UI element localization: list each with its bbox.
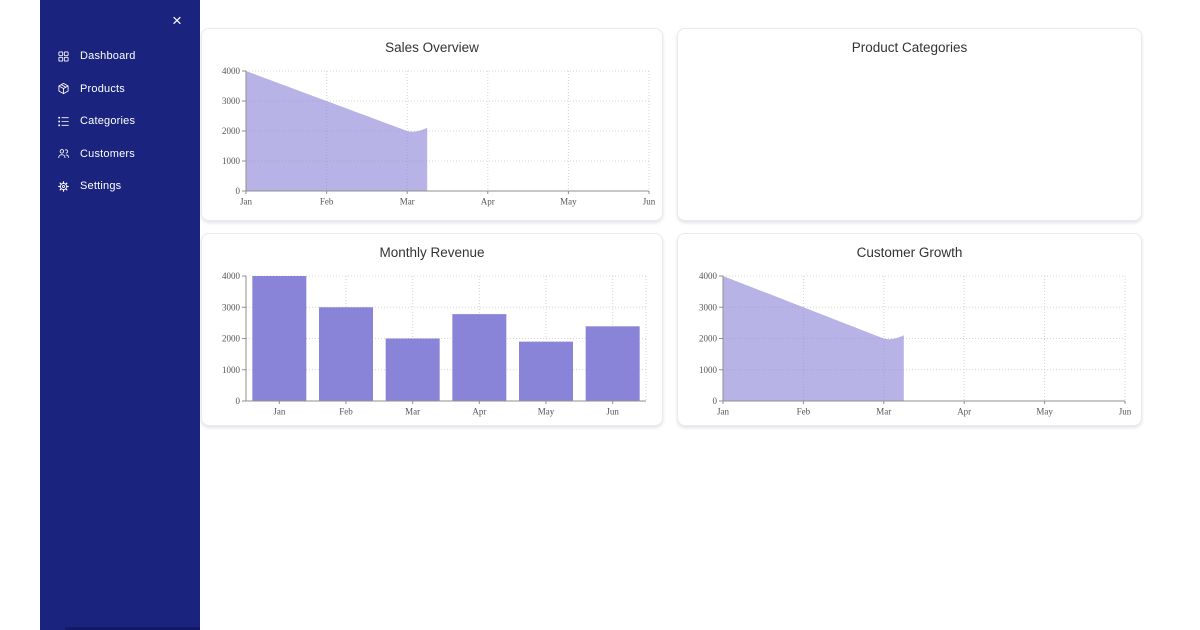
svg-text:4000: 4000 xyxy=(699,271,718,281)
svg-text:Apr: Apr xyxy=(472,407,486,417)
svg-text:1000: 1000 xyxy=(222,365,241,375)
card-title: Sales Overview xyxy=(385,40,479,55)
sidebar-item-label: Categories xyxy=(80,115,136,128)
svg-text:1000: 1000 xyxy=(699,365,718,375)
svg-text:4000: 4000 xyxy=(222,271,241,281)
svg-text:Jun: Jun xyxy=(606,407,619,417)
card-sales-overview: Sales Overview 0 1000 2000 3000 4000 Jan Feb Ma… xyxy=(201,28,663,221)
product-categories-chart xyxy=(678,29,1141,220)
svg-text:0: 0 xyxy=(236,396,241,406)
svg-text:3000: 3000 xyxy=(222,302,241,312)
svg-text:May: May xyxy=(1036,407,1053,417)
sidebar-item-customers[interactable]: Customers xyxy=(40,138,200,171)
sidebar-item-categories[interactable]: Categories xyxy=(40,105,200,138)
sidebar: × Dashboard Products xyxy=(40,0,200,630)
svg-text:Apr: Apr xyxy=(481,197,495,207)
svg-text:1000: 1000 xyxy=(222,156,241,166)
svg-text:Apr: Apr xyxy=(957,407,971,417)
close-icon: × xyxy=(172,11,182,30)
card-title: Monthly Revenue xyxy=(379,245,485,260)
svg-text:2000: 2000 xyxy=(222,126,241,136)
svg-text:0: 0 xyxy=(236,186,241,196)
sidebar-nav: Dashboard Products Categories xyxy=(40,40,200,203)
svg-text:Mar: Mar xyxy=(876,407,891,417)
sidebar-item-label: Dashboard xyxy=(80,50,136,63)
svg-text:Jun: Jun xyxy=(1119,407,1132,417)
sidebar-scrollbar[interactable] xyxy=(65,627,200,630)
svg-text:3000: 3000 xyxy=(222,96,241,106)
sidebar-item-dashboard[interactable]: Dashboard xyxy=(40,40,200,73)
svg-text:Jan: Jan xyxy=(273,407,285,417)
sidebar-item-label: Settings xyxy=(80,180,122,193)
svg-text:Jan: Jan xyxy=(240,197,252,207)
svg-text:4000: 4000 xyxy=(222,66,241,76)
svg-text:May: May xyxy=(538,407,555,417)
sidebar-item-settings[interactable]: Settings xyxy=(40,170,200,203)
dashboard-grid-icon xyxy=(58,51,69,62)
close-sidebar-button[interactable]: × xyxy=(165,9,189,33)
svg-text:Jan: Jan xyxy=(717,407,729,417)
sales-overview-area-chart: 0 1000 2000 3000 4000 Jan Feb Mar Apr May Jun xyxy=(222,66,656,207)
svg-text:Jun: Jun xyxy=(643,197,656,207)
svg-text:2000: 2000 xyxy=(699,334,718,344)
sidebar-item-products[interactable]: Products xyxy=(40,73,200,106)
people-icon xyxy=(58,149,69,159)
monthly-revenue-bar-chart: 0 1000 2000 3000 4000 Jan Feb Mar Apr May Jun xyxy=(222,271,647,417)
svg-text:2000: 2000 xyxy=(222,334,241,344)
gear-icon xyxy=(58,180,69,192)
card-title: Customer Growth xyxy=(856,245,963,260)
card-title: Product Categories xyxy=(851,40,968,55)
package-icon xyxy=(58,83,69,95)
card-customer-growth: Customer Growth 0 1000 2000 3000 4000 Jan Feb M… xyxy=(677,233,1142,426)
svg-text:Feb: Feb xyxy=(797,407,811,417)
card-product-categories: Product Categories xyxy=(677,28,1142,221)
svg-text:Mar: Mar xyxy=(400,197,415,207)
card-monthly-revenue: Monthly Revenue 0 1000 2000 3000 4000 Jan Feb M… xyxy=(201,233,663,426)
svg-text:Mar: Mar xyxy=(405,407,420,417)
customer-growth-area-chart: 0 1000 2000 3000 4000 Jan Feb Mar Apr May Jun xyxy=(699,271,1132,417)
svg-text:0: 0 xyxy=(713,396,718,406)
sidebar-item-label: Customers xyxy=(80,147,135,160)
svg-text:May: May xyxy=(560,197,577,207)
svg-text:3000: 3000 xyxy=(699,302,718,312)
svg-text:Feb: Feb xyxy=(339,407,353,417)
sidebar-item-label: Products xyxy=(80,82,126,95)
svg-text:Feb: Feb xyxy=(320,197,334,207)
list-icon xyxy=(58,116,69,127)
